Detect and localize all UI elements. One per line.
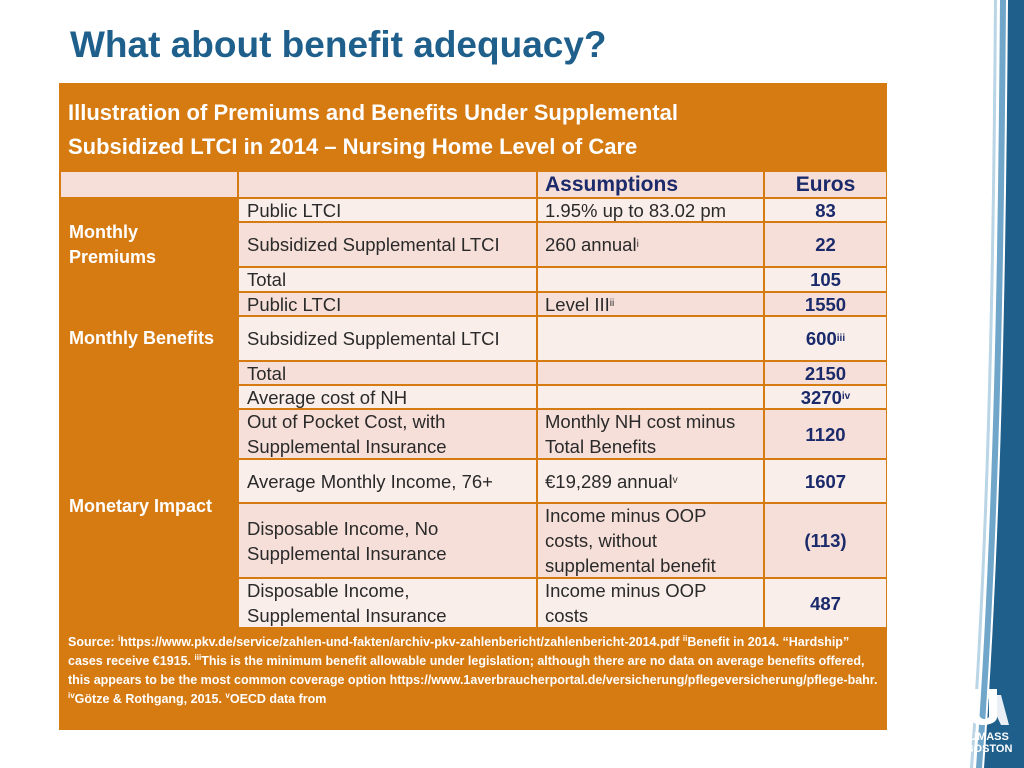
row-label: Public LTCI bbox=[239, 199, 536, 221]
row-euros: 1120 bbox=[765, 410, 886, 458]
source-text: OECD data from bbox=[229, 692, 327, 706]
footnote-marker: i bbox=[118, 633, 121, 643]
assumption-line: supplemental benefit bbox=[545, 555, 716, 576]
row-euros: 1550 bbox=[765, 293, 886, 315]
footnote-marker: v bbox=[225, 690, 230, 700]
row-assumption bbox=[538, 362, 763, 384]
assumption-text: Level III bbox=[545, 293, 610, 315]
footnote-marker: ii bbox=[682, 633, 688, 643]
row-euros: (113) bbox=[765, 504, 886, 577]
label-line: Out of Pocket Cost, with bbox=[247, 411, 446, 432]
label-line: Supplemental Insurance bbox=[247, 542, 447, 564]
assumption-line: costs bbox=[545, 605, 589, 626]
row-assumption: Level III ii bbox=[538, 293, 763, 315]
caption-line-1: Illustration of Premiums and Benefits Un… bbox=[68, 100, 678, 125]
row-assumption: €19,289 annual v bbox=[538, 460, 763, 502]
assumption-text: 260 annual bbox=[545, 234, 637, 255]
euros-value: 600 bbox=[805, 328, 837, 349]
umass-boston-logo: UMASS BOSTON bbox=[959, 687, 1019, 759]
row-euros: 1607 bbox=[765, 460, 886, 502]
row-euros: 22 bbox=[765, 223, 886, 266]
group-label-line-2: Premiums bbox=[69, 247, 157, 267]
header-blank-label bbox=[239, 172, 536, 197]
source-link-pkv[interactable]: https://www.pkv.de/service/zahlen-und-fa… bbox=[120, 635, 683, 649]
row-label: Out of Pocket Cost, with Supplemental In… bbox=[239, 410, 536, 458]
umass-emblem-icon bbox=[969, 689, 1009, 725]
row-label: Disposable Income, Supplemental Insuranc… bbox=[239, 579, 536, 627]
assumption-line: Total Benefits bbox=[545, 436, 657, 457]
row-label: Subsidized Supplemental LTCI bbox=[239, 317, 536, 360]
caption-line-2: Subsidized LTCI in 2014 – Nursing Home L… bbox=[68, 134, 638, 159]
label-line: Supplemental Insurance bbox=[247, 605, 447, 626]
row-assumption: Income minus OOP costs bbox=[538, 579, 763, 627]
label-line: Supplemental Insurance bbox=[247, 436, 447, 457]
row-assumption: 260 annual i bbox=[538, 223, 763, 266]
decorative-stripe bbox=[970, 0, 1024, 768]
row-label: Total bbox=[239, 362, 536, 384]
footnote-marker: iv bbox=[68, 690, 75, 700]
row-euros: 3270 iv bbox=[765, 386, 886, 408]
row-label: Total bbox=[239, 268, 536, 291]
source-footnote: Source: ihttps://www.pkv.de/service/zahl… bbox=[68, 633, 883, 709]
logo-line-2: BOSTON bbox=[965, 743, 1013, 755]
group-monetary-impact: Monetary Impact bbox=[69, 496, 213, 516]
row-assumption bbox=[538, 268, 763, 291]
row-euros: 105 bbox=[765, 268, 886, 291]
group-monthly-premiums: Monthly Premiums bbox=[61, 199, 237, 291]
assumption-line: Monthly NH cost minus bbox=[545, 411, 736, 432]
assumption-text: €19,289 annual bbox=[545, 470, 673, 492]
label-line: Disposable Income, No bbox=[247, 517, 439, 539]
row-assumption: 1.95% up to 83.02 pm bbox=[538, 199, 763, 221]
row-assumption bbox=[538, 317, 763, 360]
header-blank-group bbox=[61, 172, 237, 197]
label-line: Disposable Income, bbox=[247, 580, 410, 601]
source-text: Benefit in 2014. “Hardship” cases receiv… bbox=[68, 635, 850, 668]
row-assumption: Income minus OOP costs, without suppleme… bbox=[538, 504, 763, 577]
assumption-line: Income minus OOP bbox=[545, 505, 707, 526]
row-label: Average Monthly Income, 76+ bbox=[239, 460, 536, 502]
source-text: Götze & Rothgang, 2015. bbox=[74, 692, 226, 706]
row-euros: 600 iii bbox=[765, 317, 886, 360]
row-euros: 83 bbox=[765, 199, 886, 221]
row-label: Disposable Income, No Supplemental Insur… bbox=[239, 504, 536, 577]
group-label-line-1: Monthly bbox=[69, 222, 138, 242]
source-text: This is the minimum benefit allowable un… bbox=[68, 654, 878, 687]
row-label: Average cost of NH bbox=[239, 386, 536, 408]
group-monthly-benefits: Monthly Benefits bbox=[69, 328, 215, 348]
logo-line-1: UMASS bbox=[969, 731, 1009, 743]
slide-title: What about benefit adequacy? bbox=[70, 24, 607, 65]
row-euros: 2150 bbox=[765, 362, 886, 384]
table-caption: Illustration of Premiums and Benefits Un… bbox=[68, 96, 868, 164]
row-assumption bbox=[538, 386, 763, 408]
source-prefix: Source: bbox=[68, 635, 119, 649]
footnote-marker: iii bbox=[194, 652, 202, 662]
row-label: Public LTCI bbox=[239, 293, 536, 315]
header-assumptions: Assumptions bbox=[538, 172, 763, 197]
row-euros: 487 bbox=[765, 579, 886, 627]
assumption-line: Income minus OOP bbox=[545, 580, 707, 601]
row-label: Subsidized Supplemental LTCI bbox=[239, 223, 536, 266]
row-assumption: Monthly NH cost minus Total Benefits bbox=[538, 410, 763, 458]
euros-value: 3270 bbox=[800, 386, 842, 408]
assumption-line: costs, without bbox=[545, 530, 658, 551]
header-euros: Euros bbox=[765, 172, 886, 197]
